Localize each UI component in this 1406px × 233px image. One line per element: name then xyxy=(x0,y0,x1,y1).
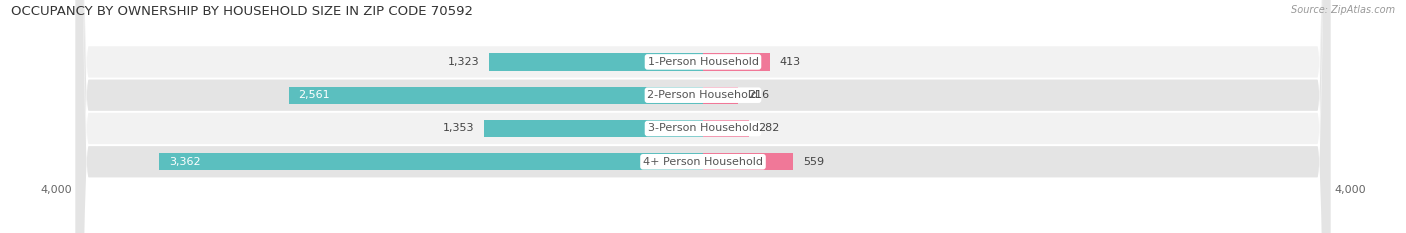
Bar xyxy=(159,153,703,170)
Text: OCCUPANCY BY OWNERSHIP BY HOUSEHOLD SIZE IN ZIP CODE 70592: OCCUPANCY BY OWNERSHIP BY HOUSEHOLD SIZE… xyxy=(11,5,474,18)
Text: 559: 559 xyxy=(803,157,824,167)
Text: 3,362: 3,362 xyxy=(169,157,201,167)
FancyBboxPatch shape xyxy=(76,0,1330,233)
Text: 2,561: 2,561 xyxy=(298,90,330,100)
FancyBboxPatch shape xyxy=(76,0,1330,233)
Text: Source: ZipAtlas.com: Source: ZipAtlas.com xyxy=(1291,5,1395,15)
Text: 216: 216 xyxy=(748,90,769,100)
Text: 1-Person Household: 1-Person Household xyxy=(648,57,758,67)
Text: 3-Person Household: 3-Person Household xyxy=(648,123,758,134)
Text: 282: 282 xyxy=(758,123,780,134)
Text: 1,323: 1,323 xyxy=(447,57,479,67)
Text: 413: 413 xyxy=(779,57,800,67)
Bar xyxy=(288,86,703,104)
FancyBboxPatch shape xyxy=(76,0,1330,233)
Bar xyxy=(489,53,703,71)
FancyBboxPatch shape xyxy=(76,0,1330,233)
Text: 4+ Person Household: 4+ Person Household xyxy=(643,157,763,167)
Bar xyxy=(703,53,769,71)
Bar xyxy=(703,120,748,137)
Bar xyxy=(703,153,793,170)
Bar xyxy=(484,120,703,137)
Text: 1,353: 1,353 xyxy=(443,123,475,134)
Text: 2-Person Household: 2-Person Household xyxy=(647,90,759,100)
Bar xyxy=(703,86,738,104)
